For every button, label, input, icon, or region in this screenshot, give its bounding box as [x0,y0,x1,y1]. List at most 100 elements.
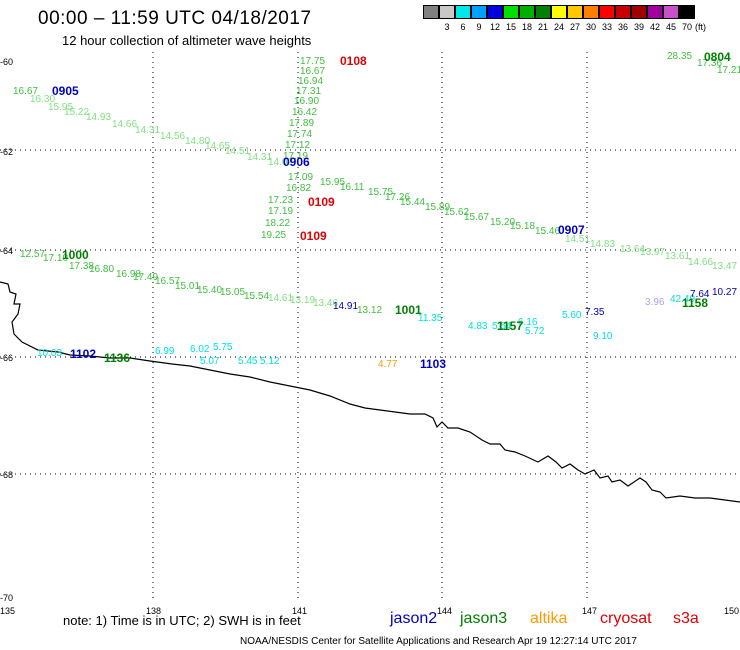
wave-height-value: 13.12 [357,305,383,316]
latitude-label: -68 [0,470,14,480]
scale-label: 33 [601,22,612,32]
wave-height-value: 12.57 [20,249,46,260]
wave-height-value: 17.74 [287,129,313,140]
wave-height-value: 17.26 [385,192,411,203]
color-scale [423,5,695,19]
latitude-label: -62 [0,147,14,157]
wave-height-value: 5.60 [562,310,582,321]
wave-height-value: 15.01 [175,281,201,292]
wave-height-value: 16.11 [340,182,365,193]
scale-swatch [423,5,439,19]
scale-swatch [567,5,583,19]
wave-height-value: 14.83 [590,239,616,250]
wave-height-value: 16.94 [298,76,324,87]
wave-height-value: 5.45 [238,356,258,367]
wave-height-value: 14.51 [565,234,591,245]
color-scale-labels: 3 6 9 12 15 18 21 24 27 30 33 36 39 42 45 70 (ft) [423,22,706,32]
scale-unit: (ft) [695,22,706,32]
wave-height-value: 16.90 [294,96,320,107]
wave-height-value: 14.51 [225,146,251,157]
pass-time-label: 1001 [395,303,422,317]
wave-height-value: 17.19 [268,206,294,217]
wave-height-value: 13.46 [313,298,339,309]
scale-label: 15 [505,22,516,32]
pass-time-label: 1102 [70,347,97,361]
latitude-label: -70 [0,593,14,603]
wave-height-value: 16.57 [155,276,181,287]
scale-label: 12 [489,22,500,32]
wave-height-value: 17.12 [285,140,311,151]
coastline [0,281,740,503]
wave-height-value: 5.54 [492,321,512,332]
wave-height-value: 10.03 [37,348,63,359]
latitude-label: -66 [0,353,14,363]
wave-height-value: 13.61 [665,251,691,262]
longitude-label: 147 [582,606,598,616]
wave-height-value: 15.54 [244,291,270,302]
longitude-label: 144 [437,606,453,616]
wave-height-value: 13.19 [290,295,316,306]
scale-label: 70 [681,22,692,32]
wave-height-value: 9.10 [593,331,613,342]
wave-height-value: 16.30 [30,94,56,105]
scale-swatch [471,5,487,19]
scale-label: 24 [553,22,564,32]
wave-height-value: 17.19 [283,151,309,162]
pass-time-label: 0804 [704,50,731,64]
wave-height-value: 14.56 [160,131,186,142]
wave-height-value: 6.02 [190,344,210,355]
pass-time-label: 0905 [52,84,79,98]
wave-height-value: 11.35 [418,313,443,324]
wave-height-value: 4.77 [378,359,398,370]
wave-height-value: 15.62 [444,207,470,218]
scale-swatch [647,5,663,19]
wave-height-value: 17.89 [289,118,315,129]
wave-height-value: 14.31 [135,125,161,136]
pass-time-label: 1157 [497,319,524,333]
wave-height-value: 15.95 [48,102,74,113]
wave-height-value: 16.67 [13,86,39,97]
pass-time-label: 0906 [283,155,310,169]
wave-height-value: 15.18 [510,221,536,232]
wave-height-value: 6.99 [155,346,175,357]
longitude-label: 141 [292,606,308,616]
scale-swatch [439,5,455,19]
pass-time-label: 0109 [300,229,327,243]
note-text: note: 1) Time is in UTC; 2) SWH is in fe… [63,613,301,628]
legend-entry: jason2 [390,610,438,627]
wave-height-value: 14.02 [268,157,294,168]
map-title: 00:00 – 11:59 UTC 04/18/2017 [38,8,312,29]
scale-swatch [631,5,647,19]
wave-height-value: 14.93 [86,112,112,123]
grid-lines [0,52,740,600]
wave-height-value: 15.05 [220,287,246,298]
scale-label: 42 [649,22,660,32]
wave-height-value: 16.42 [292,107,318,118]
wave-height-value: 16.82 [286,183,312,194]
scale-swatch [663,5,679,19]
footer-credit: NOAA/NESDIS Center for Satellite Applica… [240,636,637,647]
latitude-label: -60 [0,57,14,67]
wave-height-value: 3.96 [645,297,665,308]
wave-height-value: 14.66 [112,119,138,130]
wave-height-value: 14.61 [268,293,294,304]
wave-height-value: 16.80 [89,264,115,275]
legend-entry: altika [530,610,568,627]
map-canvas [0,52,740,600]
legend-entry: jason3 [460,610,508,627]
wave-height-value: 17.31 [296,86,322,97]
wave-height-value: 16.67 [300,66,326,77]
wave-height-value: 28.35 [667,51,693,62]
pass-time-label: 1000 [62,248,89,262]
legend-entry: cryosat [600,610,652,627]
wave-height-value: 5.75 [213,342,233,353]
wave-height-value: 10.27 [712,287,738,298]
wave-height-value: 16.98 [116,269,142,280]
wave-height-value: 17.49 [133,272,159,283]
longitude-label: 150 [724,606,740,616]
wave-height-value: 5.72 [525,326,545,337]
wave-height-value: 14.65 [205,141,231,152]
wave-height-value: 15.75 [368,187,394,198]
wave-height-value: 17.21 [717,65,740,76]
wave-height-value: 17.36 [697,58,723,69]
